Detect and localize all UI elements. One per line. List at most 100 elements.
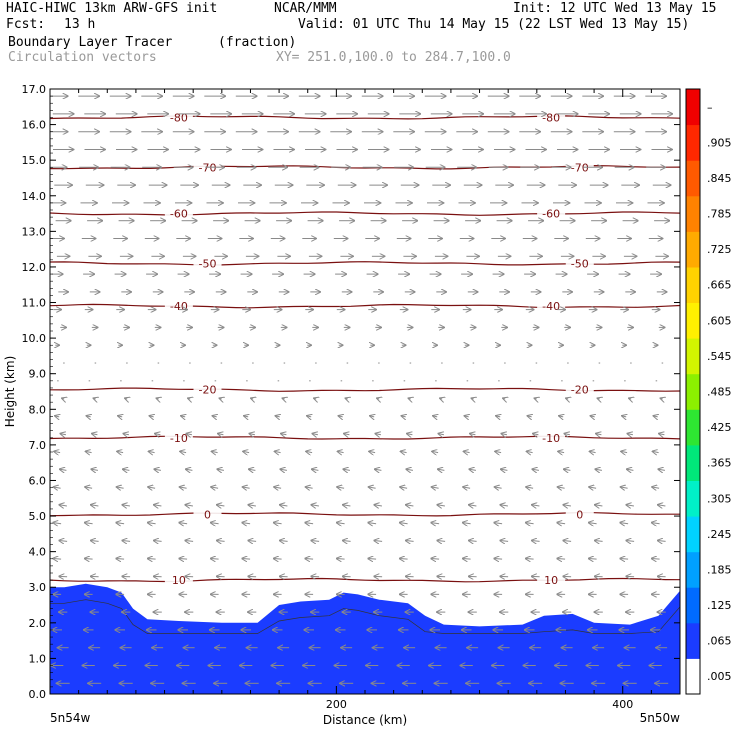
wind-vector: [431, 523, 440, 524]
wind-vector: [440, 398, 442, 399]
y-tick-label: 1.0: [29, 652, 47, 665]
wind-vector: [400, 559, 408, 560]
wind-vector: [563, 541, 572, 542]
contour-label: -10: [170, 432, 188, 445]
colorbar-label: .905: [707, 136, 732, 149]
y-tick-label: 7.0: [29, 439, 47, 452]
wind-vector: [154, 505, 162, 506]
wind-vector: [532, 541, 540, 542]
wind-vector: [91, 541, 99, 542]
wind-vector: [280, 505, 288, 506]
y-tick-label: 8.0: [29, 403, 47, 416]
colorbar-swatch: [686, 195, 700, 232]
wind-vector: [220, 398, 222, 399]
wind-vector: [376, 434, 381, 435]
colorbar-swatch: [686, 480, 700, 517]
field-name: Boundary Layer Tracer: [8, 35, 173, 50]
wind-vector: [368, 523, 377, 524]
wind-vector: [305, 559, 314, 560]
colorbar-swatch: [686, 231, 700, 268]
wind-vector: [85, 559, 93, 560]
y-tick-label: 2.0: [29, 617, 47, 630]
wind-vector: [368, 559, 377, 560]
wind-vector: [595, 541, 603, 542]
wind-vector: [91, 505, 99, 506]
wind-vector: [369, 487, 376, 488]
wind-vector: [463, 523, 471, 524]
wind-vector: [154, 469, 161, 470]
wind-vector: [629, 398, 631, 399]
wind-vector: [54, 451, 61, 452]
colorbar-label: .365: [707, 457, 732, 470]
wind-vector: [595, 469, 602, 470]
colorbar-label: .725: [707, 243, 732, 256]
x-end-label: 5n50w: [640, 711, 681, 725]
contour-label-bg: [164, 207, 193, 220]
wind-vector: [337, 523, 345, 524]
wind-vector: [532, 505, 540, 506]
wind-vector: [469, 505, 477, 506]
colorbar-swatch: [686, 89, 700, 126]
wind-vector: [628, 434, 633, 435]
circulation-vectors: [50, 96, 672, 683]
wind-vector: [180, 487, 187, 488]
wind-vector: [124, 434, 129, 435]
wind-vector: [557, 559, 566, 560]
wind-vector: [500, 505, 508, 506]
contour-label: -20: [571, 384, 589, 397]
colorbar-label: .485: [707, 386, 732, 399]
contour-label: 0: [204, 508, 211, 521]
x-axis-label: Distance (km): [323, 713, 407, 727]
wind-vector: [311, 505, 319, 506]
colorbar-label: .305: [707, 492, 732, 505]
wind-vector: [123, 469, 130, 470]
wind-vector: [400, 487, 408, 488]
colorbar-swatch: [686, 409, 700, 446]
colorbar-label: .005: [707, 670, 732, 683]
center-label: NCAR/MMM: [274, 1, 337, 16]
wind-vector: [122, 541, 131, 542]
wind-vector: [59, 541, 68, 542]
y-tick-label: 0.0: [29, 688, 47, 701]
colorbar-label: .125: [707, 599, 732, 612]
wind-vector: [154, 541, 162, 542]
y-tick-label: 5.0: [29, 510, 47, 523]
wind-vector: [337, 487, 345, 488]
contour-line: [50, 303, 680, 309]
wind-vector: [369, 451, 376, 452]
wind-vector: [439, 434, 444, 435]
colorbar-swatch: [686, 160, 700, 197]
contour-label-bg: [193, 383, 222, 396]
contour-label-bg: [565, 161, 594, 174]
wind-vector: [661, 398, 663, 399]
colorbar-swatch: [686, 551, 700, 588]
colorbar-label: .425: [707, 421, 732, 434]
wind-vector: [495, 451, 502, 452]
wind-vector: [55, 416, 59, 417]
x-start-label: 5n54w: [50, 711, 91, 725]
colorbar-swatch: [686, 338, 700, 375]
colorbar-label: .185: [707, 563, 732, 576]
wind-vector: [338, 451, 344, 452]
wind-vector: [150, 416, 154, 417]
valid-time: Valid: 01 UTC Thu 14 May 15 (22 LST Wed …: [298, 17, 690, 32]
wind-vector: [211, 487, 219, 488]
wind-vector: [248, 541, 257, 542]
wind-vector: [179, 523, 188, 524]
wind-vector: [472, 398, 474, 399]
wind-vector: [627, 469, 634, 470]
colorbar-label: .665: [707, 279, 732, 292]
contour-label: 10: [544, 574, 558, 587]
wind-vector: [532, 469, 539, 470]
wind-vector: [242, 559, 251, 560]
wind-vector: [653, 451, 659, 452]
wind-vector: [402, 416, 406, 417]
colorbar-label: .605: [707, 314, 732, 327]
contour-label: -70: [571, 161, 589, 174]
contour-label: -50: [571, 257, 589, 270]
wind-vector: [54, 487, 61, 488]
wind-vector: [305, 523, 314, 524]
wind-vector: [283, 398, 285, 399]
wind-vector: [243, 487, 250, 488]
wind-vector: [217, 469, 224, 470]
